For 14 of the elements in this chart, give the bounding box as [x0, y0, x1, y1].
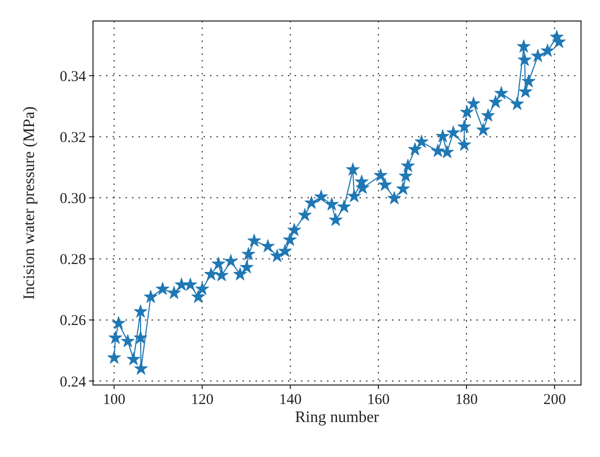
y-tick-label: 0.28 [60, 252, 86, 268]
y-tick-label: 0.26 [60, 313, 86, 330]
x-tick-label: 100 [102, 392, 126, 408]
x-tick-label: 160 [367, 392, 390, 408]
x-tick-label: 200 [543, 392, 566, 408]
y-tick-label: 0.30 [60, 191, 86, 208]
x-tick-label: 180 [455, 392, 478, 408]
y-tick-label: 0.34 [60, 68, 86, 85]
x-axis-title: Ring number [295, 409, 380, 426]
x-tick-label: 120 [190, 392, 214, 408]
y-tick-label: 0.32 [60, 130, 86, 146]
x-tick-label: 140 [279, 392, 302, 408]
y-axis-title: Incision water pressure (MPa) [21, 106, 38, 300]
y-tick-label: 0.24 [60, 374, 86, 390]
